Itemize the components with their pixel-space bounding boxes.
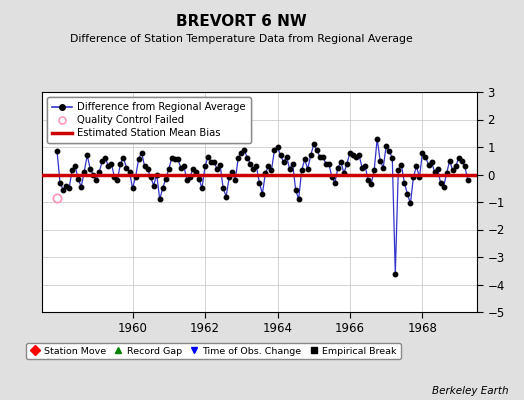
Legend: Station Move, Record Gap, Time of Obs. Change, Empirical Break: Station Move, Record Gap, Time of Obs. C…: [26, 343, 401, 359]
Legend: Difference from Regional Average, Quality Control Failed, Estimated Station Mean: Difference from Regional Average, Qualit…: [47, 97, 250, 143]
Text: Berkeley Earth: Berkeley Earth: [432, 386, 508, 396]
Text: Difference of Station Temperature Data from Regional Average: Difference of Station Temperature Data f…: [70, 34, 412, 44]
Text: BREVORT 6 NW: BREVORT 6 NW: [176, 14, 307, 29]
